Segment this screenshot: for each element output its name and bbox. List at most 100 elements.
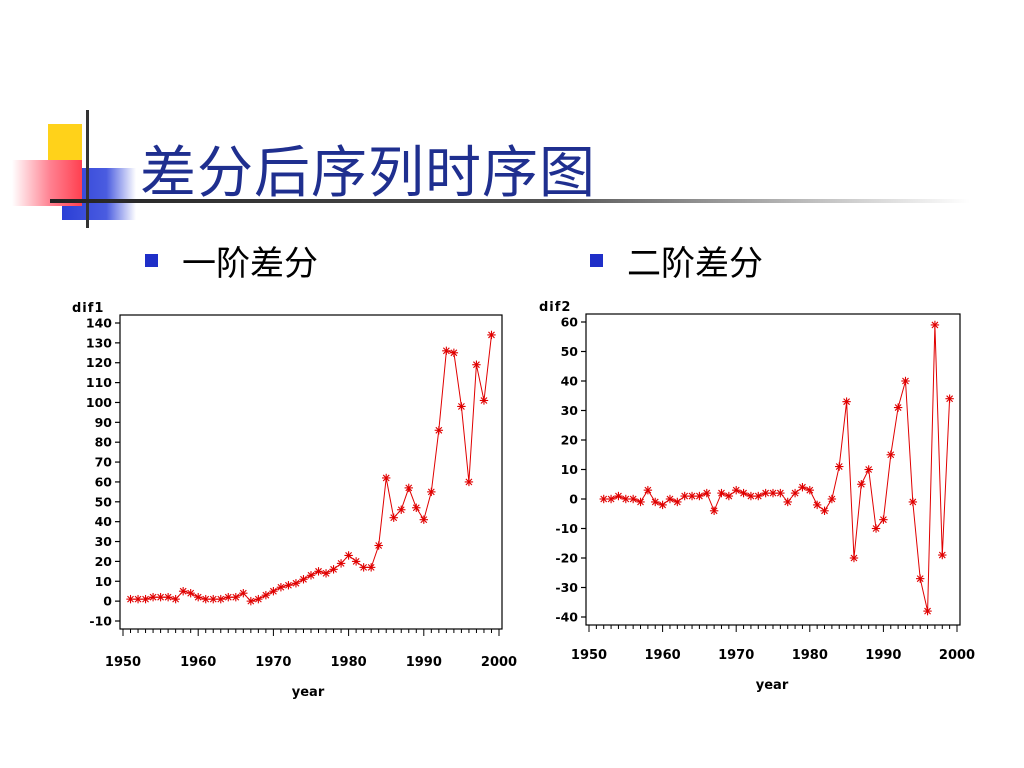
y-tick-label: 50 bbox=[95, 494, 113, 509]
data-point-star bbox=[291, 579, 301, 588]
data-point-star bbox=[812, 500, 822, 510]
data-point-star bbox=[709, 506, 719, 515]
y-tick-label: 120 bbox=[86, 355, 112, 370]
data-point-star bbox=[776, 488, 785, 498]
y-tick-label: 40 bbox=[561, 374, 579, 389]
chart-dif2: dif2 -40 -30 -20 -10 0 10 20 30 40 50 60 1950 1960 197… bbox=[539, 300, 975, 693]
y-axis-label: dif1 bbox=[72, 301, 104, 316]
data-point-star bbox=[695, 491, 704, 501]
data-point-star bbox=[930, 320, 940, 330]
data-point-star bbox=[419, 515, 428, 524]
data-point-star bbox=[457, 402, 466, 411]
x-axis-label: year bbox=[756, 678, 789, 693]
data-point-star bbox=[239, 588, 248, 598]
data-point-star bbox=[739, 488, 748, 498]
data-point-star bbox=[658, 500, 667, 510]
x-tick-label: 2000 bbox=[939, 648, 975, 663]
data-point-star bbox=[871, 524, 881, 533]
data-point-star bbox=[820, 506, 829, 515]
data-point-star bbox=[321, 569, 331, 578]
data-point-star bbox=[643, 485, 653, 495]
bullet-label: 一阶差分 bbox=[182, 243, 318, 284]
data-point-star bbox=[269, 587, 278, 596]
data-point-star bbox=[163, 592, 173, 602]
data-point-star bbox=[893, 403, 903, 412]
data-point-star bbox=[599, 494, 608, 504]
x-tick-label: 1950 bbox=[105, 655, 141, 670]
data-point-star bbox=[717, 488, 726, 498]
data-point-star bbox=[201, 594, 210, 604]
data-point-star bbox=[916, 574, 925, 583]
data-point-star bbox=[299, 575, 308, 584]
series-line bbox=[130, 334, 492, 602]
data-point-star bbox=[636, 497, 645, 507]
data-point-star bbox=[886, 450, 895, 459]
data-point-star bbox=[412, 503, 421, 512]
data-point-star bbox=[336, 559, 346, 568]
data-point-star bbox=[798, 483, 807, 492]
data-point-star bbox=[133, 594, 143, 604]
data-point-star bbox=[359, 563, 368, 572]
data-point-star bbox=[746, 491, 756, 501]
data-point-star bbox=[842, 397, 851, 406]
data-point-star bbox=[938, 550, 947, 560]
data-point-star bbox=[126, 594, 135, 604]
x-axis-label: year bbox=[292, 685, 325, 700]
y-tick-label: 60 bbox=[95, 474, 113, 489]
bullet-label: 二阶差分 bbox=[627, 243, 763, 284]
data-point-star bbox=[945, 394, 954, 403]
y-tick-label: 0 bbox=[569, 492, 578, 507]
y-tick-label: 10 bbox=[561, 462, 579, 477]
data-point-star bbox=[673, 497, 682, 507]
y-tick-label: 20 bbox=[561, 433, 579, 448]
data-point-star bbox=[761, 488, 770, 498]
data-point-star bbox=[389, 513, 398, 522]
y-tick-label: -10 bbox=[555, 521, 578, 536]
data-point-star bbox=[156, 592, 165, 602]
data-point-star bbox=[171, 594, 180, 604]
data-point-star bbox=[209, 594, 218, 604]
data-point-star bbox=[665, 494, 675, 504]
data-point-star bbox=[194, 592, 203, 602]
data-point-star bbox=[434, 426, 444, 435]
data-point-star bbox=[404, 483, 413, 493]
y-tick-label: 30 bbox=[561, 403, 579, 418]
y-tick-label: -40 bbox=[555, 610, 578, 625]
y-tick-label: 10 bbox=[95, 574, 113, 589]
data-point-star bbox=[442, 346, 451, 356]
data-point-star bbox=[621, 494, 630, 504]
y-tick-label: -30 bbox=[555, 580, 578, 595]
y-tick-label: 140 bbox=[86, 316, 112, 331]
y-tick-label: 100 bbox=[86, 395, 112, 410]
data-point-star bbox=[141, 594, 150, 604]
data-point-star bbox=[702, 488, 711, 498]
bullet-second-difference: 二阶差分 bbox=[590, 238, 763, 284]
series-line bbox=[603, 324, 951, 612]
data-point-star bbox=[314, 567, 323, 576]
data-point-star bbox=[284, 581, 293, 590]
data-point-star bbox=[724, 491, 734, 501]
data-point-star bbox=[687, 491, 697, 501]
data-point-star bbox=[382, 473, 391, 483]
x-tick-label: 1990 bbox=[865, 648, 901, 663]
data-point-star bbox=[351, 557, 361, 566]
plot-frame bbox=[119, 314, 503, 630]
data-point-star bbox=[397, 505, 406, 514]
data-point-star bbox=[472, 360, 481, 369]
y-tick-label: 40 bbox=[95, 514, 113, 529]
title-underline bbox=[50, 199, 970, 203]
data-point-star bbox=[923, 606, 932, 616]
y-tick-label: 30 bbox=[95, 534, 113, 549]
y-tick-label: 60 bbox=[561, 315, 579, 330]
chart-dif1: dif1 -10 0 10 20 30 40 50 60 70 80 90 100 110 120 130 14… bbox=[72, 301, 517, 700]
data-point-star bbox=[864, 465, 873, 474]
data-point-star bbox=[901, 376, 910, 386]
data-point-star bbox=[216, 594, 225, 604]
y-tick-label: 70 bbox=[95, 455, 113, 470]
data-point-star bbox=[651, 497, 660, 507]
x-tick-label: 2000 bbox=[481, 655, 517, 670]
slide-title: 差分后序列时序图 bbox=[140, 141, 596, 206]
data-point-star bbox=[276, 583, 286, 592]
x-tick-label: 1970 bbox=[255, 655, 291, 670]
data-point-star bbox=[805, 485, 814, 495]
